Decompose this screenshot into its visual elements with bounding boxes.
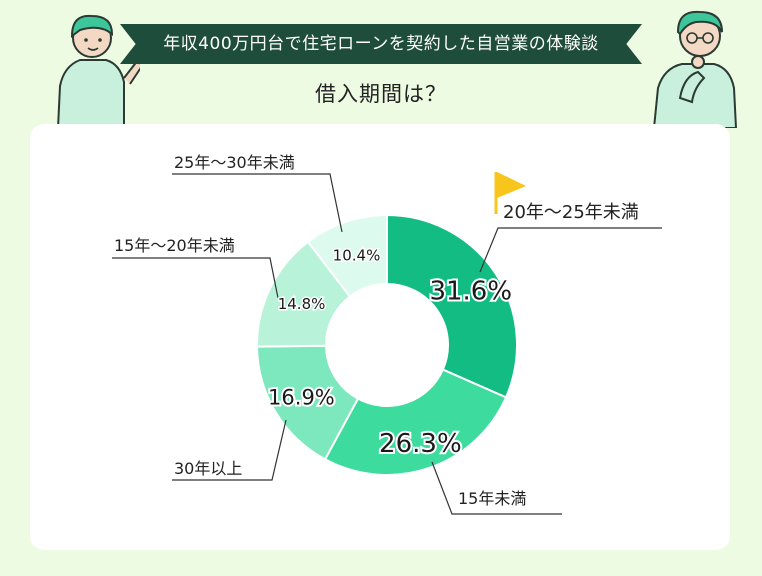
person-thinking-icon	[652, 10, 738, 128]
slice-percent-label: 14.8%	[278, 295, 326, 313]
slice-percent-label: 31.6%	[429, 277, 512, 307]
leader-line	[172, 419, 287, 481]
leader-line	[479, 227, 662, 273]
chart-card	[30, 124, 730, 550]
question-title: 借入期間は？	[315, 82, 447, 106]
banner-title: 年収400万円台で住宅ローンを契約した自営業の体験談	[120, 24, 642, 64]
leader-line	[172, 173, 343, 233]
slice-percent-label: 26.3%	[379, 429, 462, 459]
donut-slice	[323, 368, 508, 476]
donut-slice	[255, 344, 360, 461]
slice-category-label: 30年以上	[174, 459, 242, 478]
slice-category-label: 15年未満	[458, 489, 526, 508]
person-pointing-icon	[56, 14, 140, 128]
slice-category-label: 20年〜25年未満	[503, 202, 639, 223]
leader-line	[431, 461, 562, 515]
donut-slice	[306, 213, 388, 298]
slice-category-label: 25年〜30年未満	[174, 153, 295, 172]
leader-line	[112, 257, 279, 299]
slice-percent-label: 16.9%	[268, 385, 335, 409]
slice-category-label: 15年〜20年未満	[114, 236, 235, 255]
slice-percent-label: 10.4%	[333, 246, 381, 264]
flag-icon	[494, 172, 526, 214]
